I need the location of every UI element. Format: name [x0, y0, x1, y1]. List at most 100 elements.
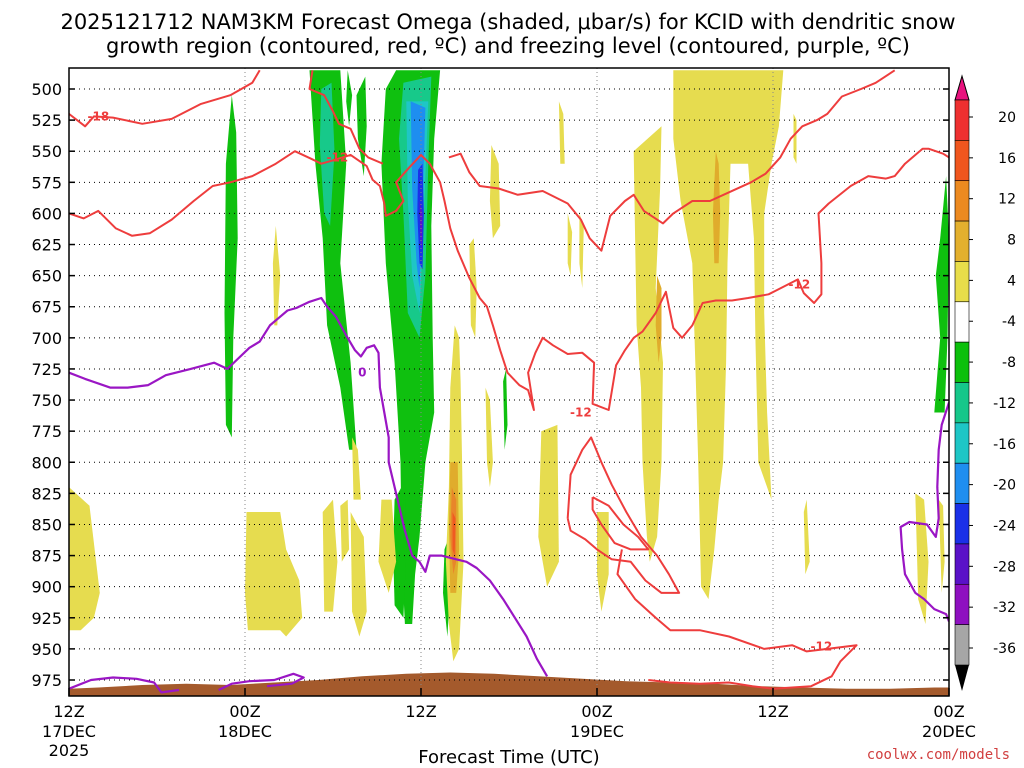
- colorbar-segment: [954, 99, 970, 141]
- colorbar: 20 16 12 8 4 -4 -8 -12 -16 -20 -24 -28 -32 -36: [954, 74, 1016, 691]
- omega-region-neg4: [503, 368, 508, 450]
- y-tick-label: 625: [31, 236, 62, 255]
- colorbar-segment: [954, 140, 970, 182]
- omega-region-pos4: [350, 512, 367, 637]
- freezing-level-contour-label: 0: [358, 366, 366, 380]
- omega-region-pos4: [485, 387, 493, 488]
- grid-lines: [68, 68, 950, 696]
- omega-region-pos4: [579, 213, 584, 289]
- colorbar-segment: [954, 180, 970, 222]
- omega-region-pos4: [793, 113, 797, 164]
- colorbar-label: 20: [998, 110, 1016, 126]
- omega-region-pos4: [378, 499, 397, 593]
- colorbar-segment: [954, 462, 970, 504]
- omega-region-pos4: [469, 238, 477, 338]
- y-tick-label: 900: [31, 578, 62, 597]
- contour-labels: -18 -12 -12 -12 -12 0: [87, 109, 832, 653]
- snow-growth-contour: [591, 496, 650, 551]
- x-tick-label-time: 12Z: [757, 702, 788, 721]
- y-tick-label: 975: [31, 671, 62, 690]
- y-tick-label: 750: [31, 391, 62, 410]
- colorbar-label: -24: [993, 518, 1016, 534]
- chart-title-line-1: 2025121712 NAM3KM Forecast Omega (shaded…: [60, 10, 955, 34]
- y-tick-label: 675: [31, 298, 62, 317]
- y-tick-label: 925: [31, 609, 62, 628]
- colorbar-label: 8: [1007, 233, 1016, 249]
- colorbar-top-arrow: [954, 74, 970, 101]
- chart-title-line-2: growth region (contoured, red, ºC) and f…: [106, 34, 910, 58]
- colorbar-label: -36: [993, 641, 1016, 657]
- omega-region-pos8: [655, 275, 662, 363]
- colorbar-label: -8: [1002, 355, 1016, 371]
- x-tick-label-date: 19DEC: [570, 722, 624, 741]
- snow-growth-contour-label: -12: [789, 277, 811, 291]
- colorbar-label: 16: [998, 151, 1016, 167]
- colorbar-segment: [954, 422, 970, 464]
- omega-region-pos4: [633, 126, 663, 562]
- omega-region-pos4: [352, 437, 361, 500]
- omega-region-pos4: [673, 70, 784, 600]
- y-axis-ticks: 500 525 550 575 600 625 650 675 700 725 750 775 800 8…: [31, 80, 949, 690]
- y-tick-label: 525: [31, 111, 62, 130]
- omega-region-pos4: [69, 487, 100, 631]
- x-tick-label-date: 18DEC: [218, 722, 272, 741]
- x-axis-label: Forecast Time (UTC): [418, 747, 599, 768]
- omega-region-pos8: [712, 151, 721, 264]
- x-tick-label-time: 00Z: [229, 702, 260, 721]
- omega-region-pos4: [322, 499, 338, 612]
- colorbar-label: 4: [1007, 273, 1016, 289]
- omega-region-pos4: [340, 499, 350, 562]
- contour-lines: [69, 69, 949, 694]
- omega-region-pos4: [915, 493, 929, 624]
- snow-growth-contour: [616, 549, 858, 690]
- colorbar-segment: [954, 341, 970, 383]
- snow-growth-contour-label: -18: [87, 109, 109, 123]
- y-tick-label: 575: [31, 173, 62, 192]
- colorbar-segment: [954, 624, 970, 666]
- x-tick-label-time: 00Z: [933, 702, 964, 721]
- omega-region-pos4: [489, 145, 501, 239]
- snow-growth-contour: [448, 69, 896, 252]
- snow-growth-contour-label: -12: [327, 150, 349, 164]
- snow-growth-contour: [308, 70, 384, 165]
- x-tick-label-time: 00Z: [581, 702, 612, 721]
- y-tick-label: 650: [31, 267, 62, 286]
- snow-growth-contour: [69, 69, 261, 128]
- y-tick-label: 950: [31, 640, 62, 659]
- colorbar-label: -20: [993, 478, 1016, 494]
- plot-background: [69, 68, 949, 696]
- omega-region-pos4: [272, 225, 281, 326]
- y-tick-label: 800: [31, 453, 62, 472]
- y-tick-label: 600: [31, 204, 62, 223]
- omega-region-neg4: [934, 176, 949, 413]
- omega-region-pos4: [538, 424, 559, 587]
- colorbar-segment: [954, 261, 970, 303]
- credit-text: coolwx.com/models: [867, 747, 1010, 763]
- y-tick-label: 725: [31, 360, 62, 379]
- freezing-level-contour: [899, 402, 949, 622]
- snow-growth-contour-label: -12: [570, 405, 592, 419]
- terrain-area: [69, 672, 949, 696]
- y-tick-label: 850: [31, 515, 62, 534]
- terrain-fill: [69, 672, 949, 696]
- omega-shading: [69, 70, 949, 662]
- y-tick-label: 825: [31, 484, 62, 503]
- y-tick-label: 775: [31, 422, 62, 441]
- freezing-level-contour: [69, 296, 549, 677]
- omega-region-pos4: [245, 512, 303, 637]
- y-tick-label: 500: [31, 80, 62, 99]
- colorbar-label: -4: [1002, 314, 1016, 330]
- colorbar-segment: [954, 301, 970, 343]
- freezing-level-contour: [69, 676, 180, 694]
- y-tick-label: 700: [31, 329, 62, 348]
- plot-area: -18 -12 -12 -12 -12 0 500 525 550 575 600 625 650 67…: [31, 67, 976, 760]
- y-tick-label: 550: [31, 142, 62, 161]
- omega-region-neg8: [319, 82, 335, 226]
- colorbar-segment: [954, 503, 970, 545]
- x-tick-label-time: 12Z: [53, 702, 84, 721]
- colorbar-label: -32: [993, 600, 1016, 616]
- snow-growth-contour-label: -12: [811, 639, 833, 653]
- freezing-level-contour: [218, 672, 305, 691]
